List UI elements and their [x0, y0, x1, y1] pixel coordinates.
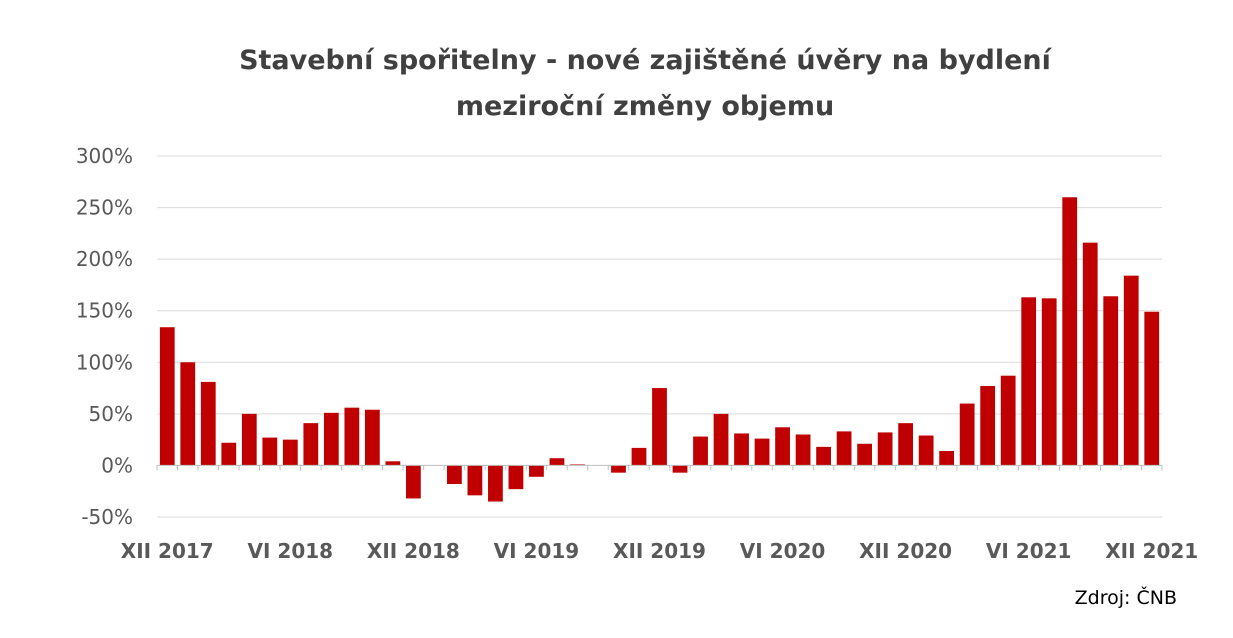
bar	[385, 461, 401, 466]
bar	[836, 431, 852, 466]
bar	[364, 409, 380, 466]
chart-title-line2: meziroční změny objemu	[455, 91, 835, 122]
bar	[1000, 375, 1016, 466]
y-tick-label: 250%	[76, 196, 133, 220]
x-tick-label: VI 2018	[248, 539, 334, 563]
bar	[221, 442, 237, 466]
chart-title: Stavební spořitelny - nové zajištěné úvě…	[0, 38, 1233, 130]
bar	[508, 465, 524, 490]
bar	[795, 434, 811, 466]
bar	[447, 465, 462, 484]
y-tick-label: -50%	[81, 505, 133, 529]
y-tick-label: 200%	[76, 247, 133, 271]
bar	[980, 386, 996, 466]
bar	[200, 381, 216, 466]
bar	[857, 443, 872, 466]
bar	[1144, 311, 1160, 466]
x-tick-label: VI 2019	[494, 539, 580, 563]
x-tick-label: VI 2020	[740, 539, 826, 563]
bar	[693, 436, 708, 466]
bar	[549, 458, 565, 466]
bar	[488, 465, 503, 502]
x-tick-label: XII 2021	[1105, 539, 1198, 563]
y-tick-label: 100%	[76, 350, 133, 374]
y-tick-label: 300%	[76, 144, 133, 168]
bar	[1123, 275, 1139, 466]
bar	[898, 423, 914, 466]
bar	[262, 437, 278, 466]
bar	[241, 413, 257, 466]
bar	[405, 465, 421, 499]
bar	[344, 407, 360, 466]
y-tick-label: 150%	[76, 299, 133, 323]
x-tick-label: XII 2017	[121, 539, 214, 563]
bar	[159, 327, 175, 466]
chart-title-line1: Stavební spořitelny - nové zajištěné úvě…	[239, 45, 1051, 76]
bar	[939, 450, 955, 466]
x-tick-label: XII 2020	[859, 539, 952, 563]
bar	[180, 362, 196, 466]
y-tick-label: 50%	[89, 402, 133, 426]
bar	[652, 388, 667, 466]
bar	[611, 465, 626, 473]
bar	[1021, 297, 1037, 466]
bar	[570, 464, 585, 466]
bar	[467, 465, 483, 496]
x-tick-label: XII 2018	[367, 539, 460, 563]
bar	[303, 423, 319, 466]
bar	[918, 435, 934, 466]
bar	[1103, 296, 1119, 466]
bar	[775, 427, 790, 466]
bar	[1082, 242, 1098, 466]
bar	[529, 465, 544, 477]
bar	[734, 433, 749, 466]
source-label: Zdroj: ČNB	[1074, 587, 1177, 609]
bar	[959, 403, 975, 466]
bar	[1062, 197, 1078, 466]
bar	[631, 447, 647, 466]
x-tick-label: XII 2019	[613, 539, 706, 563]
bar	[323, 412, 339, 466]
x-tick-label: VI 2021	[986, 539, 1072, 563]
bar	[816, 446, 831, 466]
bar	[1041, 298, 1057, 466]
bar	[877, 432, 893, 466]
bar	[713, 413, 729, 466]
bar	[672, 465, 688, 473]
y-tick-label: 0%	[101, 453, 133, 477]
bar	[282, 439, 298, 466]
bar	[754, 438, 770, 466]
